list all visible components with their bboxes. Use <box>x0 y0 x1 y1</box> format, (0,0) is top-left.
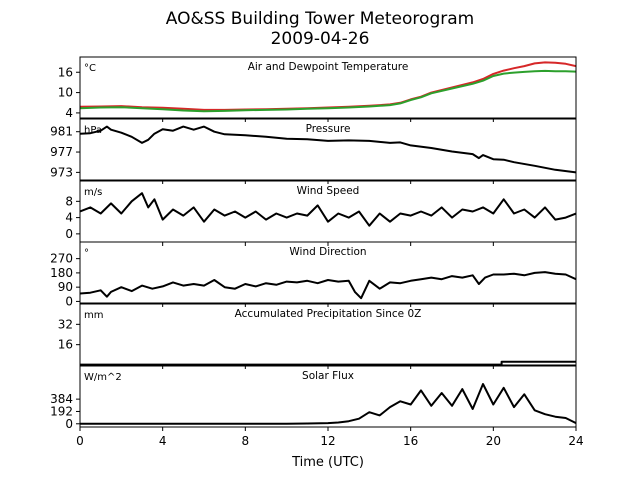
panel-wind_speed: 0 4 8 m/s Wind Speed <box>65 180 577 246</box>
panel-title-wind_direction: Wind Direction <box>289 246 366 258</box>
panel-title-wind_speed: Wind Speed <box>297 185 360 197</box>
panel-temp: 4 10 16 °C Air and Dewpoint Temperature <box>58 56 577 122</box>
y-tick-label-precip-0: 16 <box>58 338 73 352</box>
panel-unit-solar: W/m^2 <box>84 372 122 383</box>
y-tick-label-wind_direction-1: 90 <box>58 280 73 294</box>
y-tick-label-wind_speed-2: 8 <box>65 194 73 208</box>
panel-title-precip: Accumulated Precipitation Since 0Z <box>235 308 422 320</box>
y-tick-label-solar-1: 192 <box>50 404 73 418</box>
x-tick-label-4: 16 <box>403 434 418 448</box>
figure-title-line1: AO&SS Building Tower Meteorogram <box>166 9 474 29</box>
y-tick-label-temp-0: 4 <box>65 106 73 120</box>
x-tick-label-1: 4 <box>159 434 167 448</box>
y-tick-label-pressure-1: 977 <box>50 145 73 159</box>
panel-unit-temp: °C <box>84 63 96 74</box>
x-tick-label-5: 20 <box>486 434 501 448</box>
y-tick-label-temp-2: 16 <box>58 65 73 79</box>
x-tick-label-6: 24 <box>568 434 583 448</box>
panel-title-pressure: Pressure <box>306 123 351 135</box>
panel-title-solar: Solar Flux <box>302 370 354 382</box>
x-tick-label-3: 12 <box>320 434 335 448</box>
y-tick-label-wind_speed-1: 4 <box>65 211 73 225</box>
y-tick-label-wind_speed-0: 0 <box>65 227 73 241</box>
series-line-wind_direction-0 <box>80 271 576 300</box>
figure-title-line2: 2009-04-26 <box>271 29 370 49</box>
panel-unit-pressure: hPa <box>84 125 102 136</box>
panel-unit-precip: mm <box>84 310 103 321</box>
y-tick-label-wind_direction-2: 180 <box>50 266 73 280</box>
x-axis-label: Time (UTC) <box>291 455 364 470</box>
panel-title-temp: Air and Dewpoint Temperature <box>248 61 409 73</box>
y-tick-label-solar-0: 0 <box>65 417 73 431</box>
y-tick-label-wind_direction-0: 0 <box>65 294 73 308</box>
series-line-precip-0 <box>80 360 576 365</box>
panel-unit-wind_speed: m/s <box>84 187 102 198</box>
y-tick-label-precip-1: 32 <box>58 317 73 331</box>
x-tick-label-2: 8 <box>242 434 250 448</box>
panel-pressure: 973 977 981 hPa Pressure <box>50 118 577 184</box>
series-line-solar-0 <box>80 383 576 425</box>
x-tick-label-0: 0 <box>76 434 84 448</box>
series-line-temp-1 <box>80 69 576 113</box>
panel-precip: 16 32 mm Accumulated Precipitation Since 0Z <box>58 303 577 369</box>
y-tick-label-solar-2: 384 <box>50 392 73 406</box>
y-tick-label-wind_direction-3: 270 <box>50 252 73 266</box>
panel-unit-wind_direction: ° <box>84 248 89 259</box>
y-tick-label-temp-1: 10 <box>58 86 73 100</box>
series-line-pressure-0 <box>80 125 576 174</box>
y-tick-label-pressure-0: 973 <box>50 165 73 179</box>
y-tick-label-pressure-2: 981 <box>50 125 73 139</box>
series-line-wind_speed-0 <box>80 192 576 227</box>
